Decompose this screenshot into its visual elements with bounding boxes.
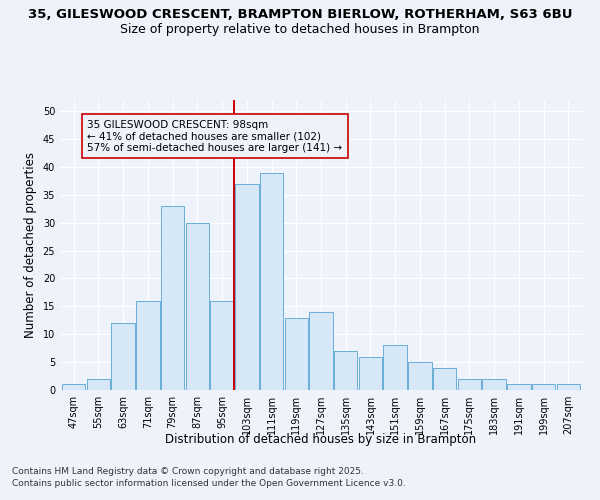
Y-axis label: Number of detached properties: Number of detached properties [24,152,37,338]
Bar [433,368,457,390]
Bar [260,172,283,390]
Bar [235,184,259,390]
Bar [408,362,432,390]
Text: 35 GILESWOOD CRESCENT: 98sqm
← 41% of detached houses are smaller (102)
57% of s: 35 GILESWOOD CRESCENT: 98sqm ← 41% of de… [87,120,343,152]
Bar [458,379,481,390]
Bar [482,379,506,390]
Text: 35, GILESWOOD CRESCENT, BRAMPTON BIERLOW, ROTHERHAM, S63 6BU: 35, GILESWOOD CRESCENT, BRAMPTON BIERLOW… [28,8,572,20]
Text: Contains HM Land Registry data © Crown copyright and database right 2025.: Contains HM Land Registry data © Crown c… [12,468,364,476]
Text: Distribution of detached houses by size in Brampton: Distribution of detached houses by size … [166,432,476,446]
Bar [532,384,556,390]
Bar [161,206,184,390]
Bar [62,384,85,390]
Bar [359,356,382,390]
Bar [136,301,160,390]
Text: Size of property relative to detached houses in Brampton: Size of property relative to detached ho… [120,22,480,36]
Text: Contains public sector information licensed under the Open Government Licence v3: Contains public sector information licen… [12,479,406,488]
Bar [507,384,530,390]
Bar [86,379,110,390]
Bar [557,384,580,390]
Bar [185,222,209,390]
Bar [112,323,135,390]
Bar [284,318,308,390]
Bar [210,301,234,390]
Bar [334,351,358,390]
Bar [309,312,333,390]
Bar [383,346,407,390]
